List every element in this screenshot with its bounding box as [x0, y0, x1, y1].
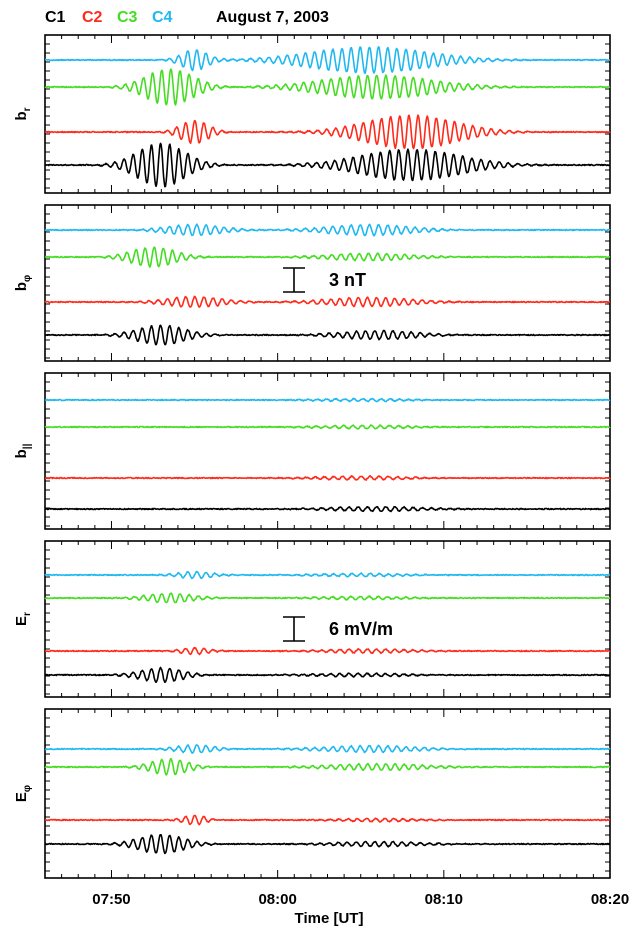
date-title: August 7, 2003 [216, 9, 329, 26]
trace-c3-br [45, 69, 610, 105]
y-axis-label-Er: Er [13, 612, 33, 626]
y-axis-label-Ephi: Eφ [13, 785, 33, 802]
trace-c3-bpar [45, 425, 610, 429]
trace-c4-Er [45, 572, 610, 579]
trace-c4-br [45, 47, 610, 73]
panel-br: br [13, 35, 610, 193]
trace-c2-bphi [45, 296, 610, 307]
trace-c1-Ephi [45, 835, 610, 854]
trace-c2-bpar [45, 476, 610, 480]
trace-c4-bphi [45, 224, 610, 236]
x-tick-label: 08:10 [425, 891, 463, 908]
label-base: b [13, 282, 30, 291]
x-axis: Time [UT] 07:50 08:00 08:10 08:20 [92, 891, 629, 927]
label-base: E [13, 792, 30, 802]
trace-c1-br [45, 143, 610, 186]
label-base: b [13, 449, 30, 458]
figure-header: C1 C2 C3 C4 August 7, 2003 [45, 9, 329, 26]
panel-bpar: b|| [13, 373, 610, 529]
trace-c1-Er [45, 668, 610, 683]
trace-c2-br [45, 115, 610, 148]
label-subscript: φ [22, 785, 33, 792]
trace-c2-Er [45, 648, 610, 655]
y-axis-label-bpar: b|| [13, 443, 33, 458]
label-subscript: || [22, 443, 33, 449]
y-axis-label-bphi: bφ [13, 275, 33, 291]
label-subscript: r [22, 612, 33, 616]
trace-c3-bphi [45, 247, 610, 267]
trace-c3-Ephi [45, 759, 610, 775]
panel-Er: Er 6 mV/m [13, 541, 610, 697]
trace-c2-Ephi [45, 815, 610, 824]
trace-c4-Ephi [45, 745, 610, 753]
panel-Ephi: Eφ [13, 709, 610, 878]
trace-c1-bpar [45, 507, 610, 512]
panel-frame [45, 709, 610, 878]
trace-c1-bphi [45, 325, 610, 344]
panel-frame [45, 373, 610, 529]
label-base: E [13, 616, 30, 626]
panel-bphi: bφ 3 nT [13, 205, 610, 361]
trace-c3-Er [45, 593, 610, 602]
legend-c2-label: C2 [82, 9, 103, 26]
legend-c3-label: C3 [117, 9, 138, 26]
label-subscript: φ [22, 275, 33, 282]
y-axis-label-br: br [13, 107, 33, 120]
scale-bar-Er: 6 mV/m [283, 617, 393, 641]
x-tick-label: 08:00 [258, 891, 296, 908]
scale-bar-bphi: 3 nT [283, 268, 366, 292]
legend-c1-label: C1 [45, 9, 66, 26]
x-axis-title: Time [UT] [295, 910, 364, 927]
scale-bar-label: 6 mV/m [329, 619, 393, 639]
label-base: b [13, 111, 30, 120]
panel-frame [45, 541, 610, 697]
x-tick-label: 08:20 [591, 891, 629, 908]
scale-bar-label: 3 nT [329, 270, 366, 290]
legend-c4-label: C4 [152, 9, 173, 26]
x-tick-label: 07:50 [92, 891, 130, 908]
label-subscript: r [22, 107, 33, 111]
trace-c4-bpar [45, 398, 610, 401]
